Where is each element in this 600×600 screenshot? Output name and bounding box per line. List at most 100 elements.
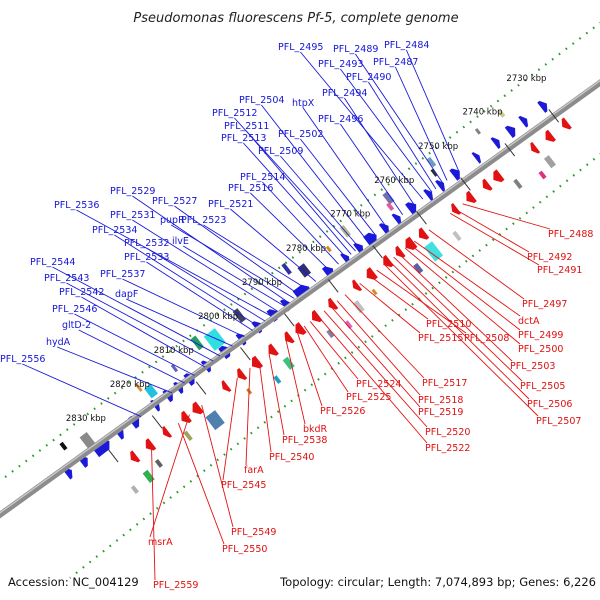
homology-box	[386, 202, 395, 212]
map-title: Pseudomonas fluorescens Pf-5, complete g…	[133, 11, 458, 26]
gene-label: PFL_2559	[153, 580, 198, 591]
reverse-gene-arrow	[221, 380, 232, 392]
leader-line	[394, 66, 448, 181]
homology-box	[424, 241, 444, 262]
leader-line	[409, 244, 521, 331]
kbp-axis: 2730 kbp 2740 kbp 2750 kbp 2760 kbp 2770 kbp…	[66, 74, 560, 463]
homology-box	[371, 288, 378, 296]
leader-line	[222, 377, 238, 481]
leader-line	[76, 209, 272, 317]
gene-labels: PFL_2484 PFL_2487 PFL_2489 PFL_2490 PFL_2493…	[0, 40, 593, 591]
leader-line	[300, 51, 424, 200]
homology-box	[413, 262, 424, 274]
reverse-gene-arrow	[451, 202, 461, 215]
homology-box	[282, 356, 295, 370]
gene-label: PFL_2507	[536, 416, 581, 427]
leader-line	[246, 130, 352, 255]
gene-label: PFL_2508	[464, 333, 509, 344]
leader-line	[261, 104, 369, 242]
homology-box	[205, 410, 225, 431]
gene-label: PFL_2545	[221, 480, 266, 491]
gene-label: bkdR	[303, 424, 328, 435]
gene-label: PFL_2505	[520, 381, 565, 392]
forward-gene-arrow	[504, 125, 516, 138]
leader-line	[404, 247, 521, 345]
gene-label: PFL_2487	[373, 57, 418, 68]
leader-line	[81, 296, 206, 368]
gene-label: PFL_2520	[425, 427, 470, 438]
inner-tick-row	[69, 152, 600, 579]
kbp-tick-mark	[372, 245, 383, 259]
leader-line	[78, 329, 185, 384]
kbp-label: 2730 kbp	[506, 74, 546, 84]
reverse-gene-arrow	[395, 245, 406, 258]
gene-label: PFL_2510	[426, 319, 471, 330]
gene-label: PFL_2522	[425, 443, 470, 454]
gene-label: PFL_2527	[152, 196, 197, 207]
gene-label: PFL_2525	[346, 392, 391, 403]
reverse-gene-arrow	[162, 425, 173, 438]
gene-label: PFL_2493	[318, 59, 363, 70]
kbp-label: 2790 kbp	[242, 278, 282, 288]
gene-label: PFL_2515	[418, 333, 463, 344]
gene-label: PFL_2546	[52, 304, 97, 315]
leader-line	[146, 261, 253, 331]
forward-gene-arrow	[391, 213, 402, 226]
gene-label: PFL_2494	[322, 88, 367, 99]
gene-label: PFL_2521	[208, 199, 253, 210]
kbp-tick-mark	[548, 109, 560, 123]
leader-line	[413, 240, 521, 317]
leader-line	[462, 203, 551, 230]
homology-box	[59, 441, 68, 451]
reverse-gene-arrow	[237, 367, 248, 380]
leader-line	[330, 305, 421, 408]
homology-box	[273, 375, 282, 385]
leader-line	[230, 208, 317, 282]
reverse-gene-arrow	[284, 331, 295, 344]
leader-line	[268, 353, 285, 436]
homology-box	[130, 485, 139, 494]
reverse-gene-arrow	[311, 309, 323, 323]
leader-line	[369, 275, 429, 320]
gene-label: PFL_2503	[510, 361, 555, 372]
leader-line	[74, 313, 195, 376]
gene-label: PFL_2517	[422, 378, 467, 389]
kbp-tick-mark	[460, 177, 471, 191]
kbp-tick-mark	[151, 415, 163, 429]
homology-box	[538, 170, 547, 180]
leader-line	[250, 192, 331, 272]
homology-box	[382, 191, 395, 205]
leader-line	[398, 253, 513, 362]
gene-label: PFL_2488	[548, 229, 593, 240]
gene-label: PFL_2534	[92, 225, 137, 236]
outer-tick-row	[0, 21, 600, 482]
leader-line	[300, 138, 377, 236]
leader-line	[428, 229, 525, 300]
leader-line	[303, 325, 349, 393]
gene-label: dapF	[115, 289, 138, 300]
gene-label: htpX	[292, 98, 315, 109]
gene-label: PFL_2516	[228, 183, 273, 194]
leader-line	[150, 443, 156, 581]
kbp-tick-mark	[416, 211, 427, 225]
label-leaders	[22, 49, 551, 581]
leader-line	[393, 256, 523, 382]
gene-label: PFL_2514	[240, 172, 285, 183]
leader-line	[262, 181, 339, 265]
leader-line	[52, 266, 221, 357]
leader-line	[302, 107, 387, 228]
leader-line	[177, 423, 225, 545]
gene-label: PFL_2536	[54, 200, 99, 211]
reverse-gene-arrow	[530, 141, 541, 154]
leader-line	[405, 49, 460, 172]
kbp-tick-mark	[504, 143, 516, 157]
reverse-gene-arrow	[328, 297, 339, 310]
homology-box	[203, 328, 226, 351]
gene-label: PFL_2500	[518, 344, 563, 355]
gene-label: PFL_2519	[418, 407, 463, 418]
gene-label: PFL_2491	[537, 265, 582, 276]
homology-box	[430, 168, 438, 177]
gene-label: PFL_2496	[318, 114, 363, 125]
homology-box	[144, 383, 158, 399]
gene-label: dctA	[518, 316, 540, 327]
